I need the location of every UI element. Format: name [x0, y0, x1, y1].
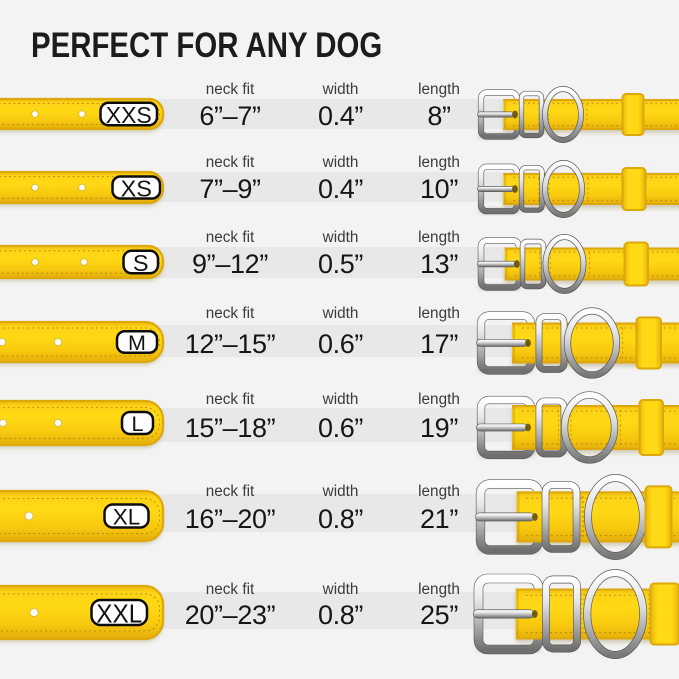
svg-text:L: L	[132, 411, 144, 435]
svg-text:M: M	[128, 330, 146, 354]
svg-text:S: S	[133, 250, 149, 276]
svg-text:XL: XL	[113, 504, 141, 529]
svg-text:XXS: XXS	[106, 102, 152, 128]
svg-text:XS: XS	[121, 175, 152, 201]
svg-text:XXL: XXL	[96, 598, 142, 628]
